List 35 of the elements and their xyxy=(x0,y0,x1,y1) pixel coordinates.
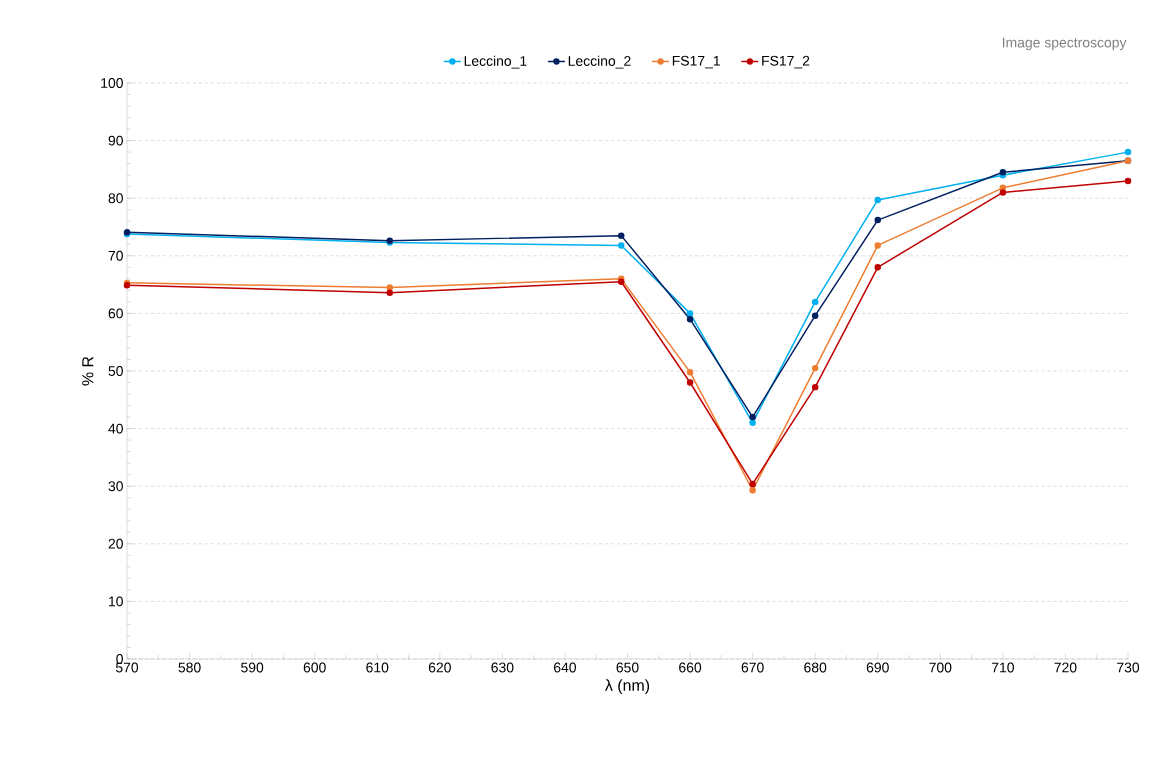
legend-label: Leccino_1 xyxy=(464,55,527,69)
x-tick-label: 650 xyxy=(616,662,639,673)
y-tick-label: 20 xyxy=(108,538,123,549)
x-tick-label: 590 xyxy=(241,662,264,673)
x-tick-label: 730 xyxy=(1117,662,1140,673)
text: Image spectroscopy xyxy=(1002,37,1127,51)
legend-label: FS17_2 xyxy=(762,55,810,69)
x-tick-label: 640 xyxy=(554,662,577,673)
y-tick-label: 60 xyxy=(108,308,123,319)
x-tick-label: 580 xyxy=(178,662,201,673)
x-tick-label: 700 xyxy=(929,662,952,673)
x-tick-label: 610 xyxy=(366,662,389,673)
y-axis-title: % R xyxy=(82,356,94,386)
y-tick-label: 30 xyxy=(108,481,123,492)
y-tick-label: 80 xyxy=(108,193,123,204)
x-tick-label: 720 xyxy=(1054,662,1077,673)
y-tick-label: 70 xyxy=(108,250,123,261)
y-tick-label: 90 xyxy=(108,135,123,146)
y-tick-label: 40 xyxy=(108,423,123,434)
x-tick-label: 600 xyxy=(303,662,326,673)
y-tick-label: 0 xyxy=(116,654,123,664)
x-axis-title: λ (nm) xyxy=(605,679,650,695)
x-tick-label: 620 xyxy=(428,662,451,673)
legend-label: FS17_1 xyxy=(672,55,720,69)
x-tick-label: 630 xyxy=(491,662,514,673)
y-tick-label: 100 xyxy=(101,78,123,88)
x-tick-label: 670 xyxy=(741,662,764,673)
x-tick-label: 570 xyxy=(115,662,139,673)
y-tick-label: 50 xyxy=(108,366,123,376)
y-tick-label: 10 xyxy=(109,596,123,607)
x-tick-label: 710 xyxy=(991,662,1014,673)
x-tick-label: 660 xyxy=(679,662,702,673)
x-tick-label: 680 xyxy=(804,662,827,673)
x-tick-label: 690 xyxy=(866,662,889,673)
legend-label: Leccino_2 xyxy=(568,55,631,69)
